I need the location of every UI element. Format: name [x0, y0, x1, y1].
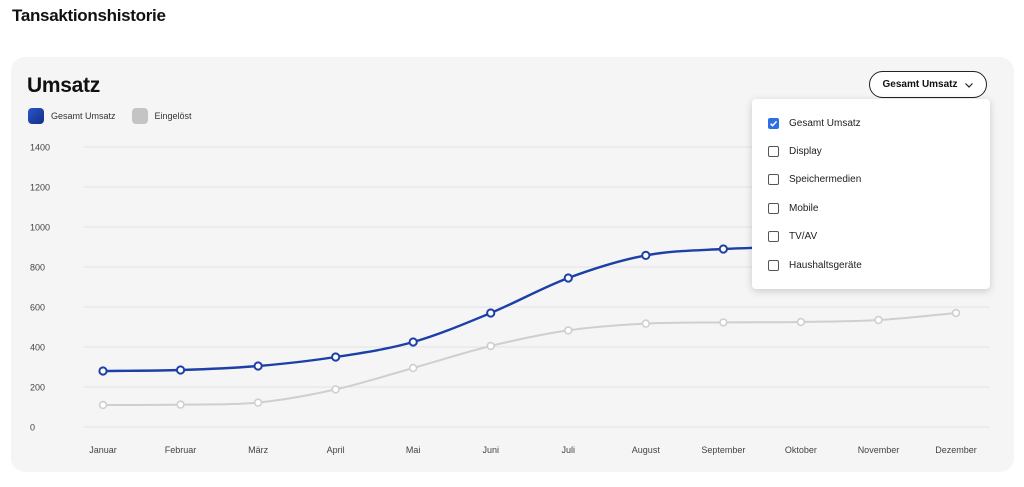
dropdown-label: Gesamt Umsatz: [882, 79, 958, 90]
menu-option-display[interactable]: Display: [768, 143, 822, 159]
data-point-total: [486, 308, 496, 318]
data-point-redeemed: [486, 341, 495, 351]
y-tick-label: 800: [30, 263, 45, 273]
legend-swatch-total: [28, 108, 44, 124]
checkbox-total[interactable]: [768, 117, 779, 129]
data-point-redeemed: [564, 326, 573, 335]
x-tick-label: Oktober: [785, 445, 817, 455]
menu-option-label: TV/AV: [789, 230, 818, 242]
y-tick-label: 400: [30, 343, 45, 353]
data-point-total: [253, 361, 263, 371]
data-point-redeemed: [796, 317, 806, 327]
check-icon: [770, 120, 778, 127]
data-point-redeemed: [176, 400, 185, 409]
y-tick-label: 600: [30, 303, 45, 313]
menu-option-mobile[interactable]: Mobile: [768, 200, 818, 216]
menu-option-label: Mobile: [789, 202, 819, 214]
menu-option-appliances[interactable]: Haushaltsgeräte: [768, 257, 862, 273]
data-point-redeemed: [408, 363, 418, 373]
x-tick-label: Mai: [406, 445, 421, 455]
data-point-redeemed: [874, 315, 883, 325]
checkbox-mobile[interactable]: [768, 202, 779, 214]
category-dropdown-button[interactable]: Gesamt Umsatz: [869, 71, 987, 98]
y-tick-label: 200: [30, 383, 45, 393]
x-tick-label: Juni: [482, 445, 499, 455]
legend: Gesamt Umsatz Eingelöst: [28, 108, 208, 124]
x-tick-label: März: [248, 445, 268, 455]
menu-option-label: Haushaltsgeräte: [789, 259, 862, 271]
x-tick-label: November: [858, 445, 900, 455]
checkbox-tvav[interactable]: [768, 230, 779, 242]
data-point-total: [175, 365, 186, 375]
page-title: Tansaktionshistorie: [12, 6, 166, 25]
data-point-redeemed: [331, 385, 340, 394]
data-point-redeemed: [641, 319, 651, 328]
chevron-down-icon: [964, 82, 973, 88]
y-tick-label: 1200: [30, 183, 50, 193]
x-tick-label: Dezember: [935, 445, 977, 455]
card-title: Umsatz: [27, 74, 100, 97]
dropdown-menu: Gesamt Umsatz Display Speichermedien Mob…: [752, 99, 990, 289]
x-tick-label: Februar: [165, 445, 197, 455]
x-tick-label: Januar: [89, 445, 117, 455]
x-tick-label: September: [701, 445, 745, 455]
menu-option-label: Display: [789, 145, 822, 157]
data-point-redeemed: [253, 398, 263, 407]
data-point-total: [641, 250, 651, 260]
x-tick-label: Juli: [562, 445, 576, 455]
checkbox-storage[interactable]: [768, 173, 779, 185]
data-point-total: [408, 337, 418, 347]
menu-option-storage[interactable]: Speichermedien: [768, 171, 861, 187]
x-tick-label: August: [632, 445, 661, 455]
menu-option-tvav[interactable]: TV/AV: [768, 228, 817, 244]
data-point-redeemed: [719, 318, 728, 327]
legend-label-redeemed: Eingelöst: [154, 111, 192, 121]
data-point-total: [331, 352, 341, 362]
data-point-total: [718, 244, 728, 254]
legend-label-total: Gesamt Umsatz: [51, 111, 116, 121]
data-point-redeemed: [98, 400, 108, 410]
series-line-redeemed: [102, 312, 957, 406]
data-point-redeemed: [951, 308, 961, 318]
menu-option-label: Speichermedien: [789, 173, 862, 185]
y-tick-label: 1400: [30, 143, 50, 153]
legend-item-redeemed[interactable]: Eingelöst: [131, 108, 192, 124]
legend-item-total[interactable]: Gesamt Umsatz: [28, 108, 116, 124]
data-point-total: [563, 273, 573, 283]
checkbox-appliances[interactable]: [768, 259, 779, 271]
menu-option-total[interactable]: Gesamt Umsatz: [768, 115, 861, 131]
legend-swatch-redeemed: [131, 108, 148, 124]
y-tick-label: 1000: [30, 223, 50, 233]
menu-option-label: Gesamt Umsatz: [789, 117, 861, 129]
data-point-total: [98, 366, 108, 376]
checkbox-display[interactable]: [768, 145, 779, 157]
x-tick-label: April: [327, 445, 345, 455]
y-tick-label: 0: [30, 423, 35, 433]
